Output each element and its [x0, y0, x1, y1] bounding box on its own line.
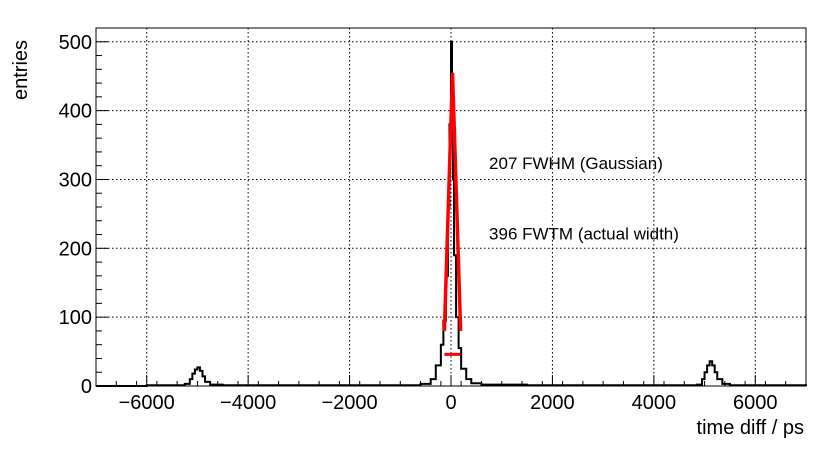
fit-curve: [442, 72, 463, 331]
histogram-line: [96, 40, 807, 387]
annotation: 207 FWHM (Gaussian): [489, 154, 663, 173]
x-tick-label: −2000: [321, 392, 377, 414]
labels: −6000 −4000 −2000 0 2000 4000 6000 0 100 200 300 40…: [59, 32, 778, 414]
y-tick-label: 400: [59, 101, 92, 123]
y-tick-label: 500: [59, 32, 92, 54]
y-tick-label: 0: [81, 376, 92, 398]
y-axis-label: entries: [10, 40, 32, 100]
y-tick-label: 200: [59, 238, 92, 260]
y-tick-label: 300: [59, 169, 92, 191]
annotation: 396 FWTM (actual width): [489, 224, 679, 243]
x-tick-label: 6000: [733, 392, 778, 414]
y-tick-label: 100: [59, 307, 92, 329]
x-tick-label: 2000: [530, 392, 575, 414]
x-tick-label: 0: [445, 392, 456, 414]
x-tick-label: −6000: [119, 392, 175, 414]
x-tick-label: −4000: [220, 392, 276, 414]
series: [96, 40, 807, 387]
x-tick-label: 4000: [632, 392, 677, 414]
x-axis-label: time diff / ps: [697, 417, 804, 439]
